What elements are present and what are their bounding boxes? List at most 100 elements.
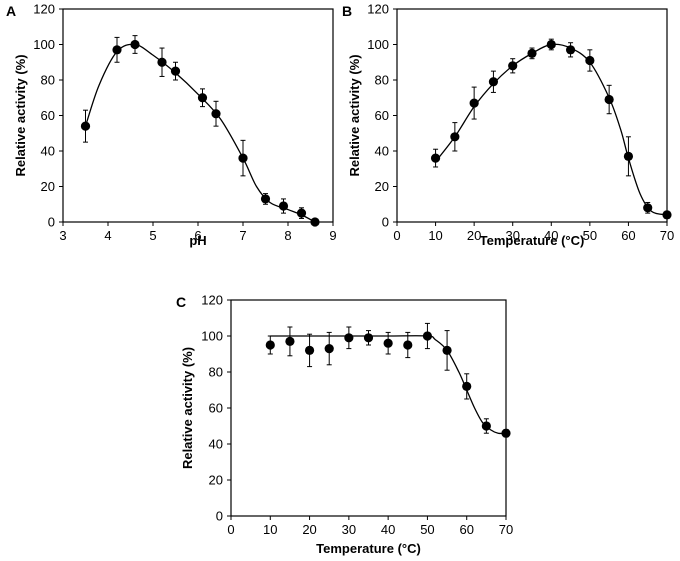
panel-b-data-point bbox=[450, 132, 460, 142]
panel-a-data-point bbox=[310, 217, 320, 227]
panel-a-y-axis-title: Relative activity (%) bbox=[13, 54, 28, 176]
panel-c-data-point bbox=[422, 331, 433, 341]
panel-a-data-point bbox=[170, 66, 181, 76]
panel-a-x-tick-label: 3 bbox=[59, 228, 66, 243]
panel-b-data-point bbox=[623, 151, 634, 161]
panel-a-plot-frame bbox=[62, 8, 334, 223]
panel-b-data-point bbox=[585, 55, 595, 66]
panel-b-x-tick-label: 40 bbox=[544, 228, 558, 243]
panel-a-data-point bbox=[296, 208, 307, 218]
panel-c-data-point bbox=[304, 345, 315, 355]
panel-b-data-point bbox=[430, 153, 441, 163]
panel-a-data-point bbox=[211, 109, 221, 119]
panel-b-data-point bbox=[469, 98, 479, 108]
panel-c-y-tick-label: 80 bbox=[209, 365, 223, 380]
panel-b-x-tick-label: 50 bbox=[583, 228, 597, 243]
panel-a-x-tick-label: 9 bbox=[329, 228, 336, 243]
panel-c-data-point bbox=[403, 340, 413, 350]
panel-a-data-point bbox=[112, 45, 122, 55]
panel-c-x-axis-title: Temperature (°C) bbox=[316, 541, 421, 556]
panel-a-y-tick-label: 100 bbox=[33, 37, 55, 52]
panel-b-fit-curve bbox=[435, 43, 668, 216]
panel-c-data-point bbox=[481, 421, 491, 431]
panel-b-data-point bbox=[643, 203, 653, 213]
panel-a-ticks: 3 4 5 6 7 8 9 0 20 40 60 80 100 120 bbox=[33, 2, 336, 244]
panel-c-y-tick-label: 20 bbox=[209, 473, 223, 488]
panel-b-x-tick-label: 30 bbox=[505, 228, 519, 243]
panel-a-marks bbox=[80, 35, 320, 227]
panel-b-x-tick-label: 20 bbox=[467, 228, 481, 243]
panel-a-y-tick-label: 120 bbox=[33, 2, 55, 17]
panel-b-y-tick-label: 0 bbox=[382, 215, 389, 230]
panel-b-y-axis-title: Relative activity (%) bbox=[347, 54, 362, 176]
panel-a-data-point bbox=[238, 153, 248, 163]
panel-c-x-tick-label: 70 bbox=[499, 522, 513, 537]
panel-c-y-tick-label: 40 bbox=[209, 437, 223, 452]
panel-c-x-tick-label: 20 bbox=[302, 522, 316, 537]
panel-a-y-tick-label: 80 bbox=[41, 73, 55, 88]
panel-b-data-point bbox=[527, 48, 537, 58]
panel-b-y-tick-label: 60 bbox=[375, 108, 389, 123]
panel-c-x-tick-label: 30 bbox=[342, 522, 356, 537]
panel-a-data-point bbox=[278, 201, 289, 211]
panel-c-data-point bbox=[363, 333, 374, 343]
panel-c-y-tick-label: 100 bbox=[201, 329, 223, 344]
panel-c-x-tick-label: 0 bbox=[227, 522, 234, 537]
panel-c-x-tick-label: 10 bbox=[263, 522, 277, 537]
panel-b-y-tick-label: 80 bbox=[375, 73, 389, 88]
panel-a-x-tick-label: 4 bbox=[104, 228, 111, 243]
panel-a-data-point bbox=[260, 194, 271, 204]
panel-a-y-tick-label: 20 bbox=[41, 179, 55, 194]
panel-b-data-point bbox=[565, 45, 576, 55]
panel-b-data-point bbox=[546, 39, 556, 50]
panel-c-x-tick-label: 50 bbox=[420, 522, 434, 537]
panel-b-data-point bbox=[508, 61, 518, 71]
panel-b-x-tick-label: 70 bbox=[660, 228, 674, 243]
panel-c-data-point bbox=[501, 428, 511, 438]
panel-c-x-tick-label: 40 bbox=[381, 522, 395, 537]
panel-c-data-point bbox=[324, 344, 334, 354]
panel-a-data-point bbox=[197, 93, 208, 103]
panel-b-y-tick-label: 100 bbox=[367, 37, 389, 52]
panel-c: C Temperature (°C) Relative activity (%)… bbox=[176, 293, 513, 557]
panel-c-y-tick-label: 60 bbox=[209, 401, 223, 416]
panel-a-x-tick-label: 6 bbox=[194, 228, 201, 243]
panel-c-data-point bbox=[344, 333, 354, 343]
panel-a-x-axis-title: pH bbox=[189, 233, 206, 248]
panel-b-ticks: 0 10 20 30 40 50 60 70 0 20 40 60 80 100 120 bbox=[367, 2, 674, 244]
panel-c-y-tick-label: 120 bbox=[201, 293, 223, 308]
panel-b-y-tick-label: 120 bbox=[367, 2, 389, 17]
panel-b: B Temperature (°C) Relative activity (%)… bbox=[342, 2, 674, 249]
panel-b-marks bbox=[430, 38, 672, 220]
panel-c-data-point bbox=[383, 338, 393, 348]
panel-b-data-point bbox=[662, 210, 672, 220]
panel-c-ticks: 0 10 20 30 40 50 60 70 0 20 40 60 80 100 120 bbox=[201, 293, 513, 538]
panel-a-fit-curve bbox=[84, 43, 316, 223]
panel-c-letter: C bbox=[176, 294, 186, 310]
panel-c-data-point bbox=[462, 381, 472, 391]
panel-a-y-tick-label: 60 bbox=[41, 108, 55, 123]
panel-b-x-tick-label: 0 bbox=[393, 228, 400, 243]
panel-c-data-point bbox=[442, 345, 452, 355]
panel-a-x-tick-label: 5 bbox=[149, 228, 156, 243]
panel-a-y-tick-label: 0 bbox=[48, 215, 55, 230]
panel-a-data-point bbox=[157, 57, 167, 67]
panel-b-data-point bbox=[488, 77, 499, 87]
panel-c-y-axis-title: Relative activity (%) bbox=[180, 347, 195, 469]
panel-b-x-axis-title: Temperature (°C) bbox=[480, 233, 585, 248]
panel-c-marks bbox=[265, 322, 511, 438]
panel-c-x-tick-label: 60 bbox=[459, 522, 473, 537]
panel-c-data-point bbox=[265, 340, 275, 350]
panel-b-x-tick-label: 60 bbox=[621, 228, 635, 243]
panel-a-data-point bbox=[80, 121, 91, 131]
panel-a: A pH Relative activity (%) 3 4 5 6 7 8 9 0 20 40 6… bbox=[6, 2, 337, 249]
panel-a-data-point bbox=[130, 39, 140, 50]
panel-b-y-tick-label: 40 bbox=[375, 144, 389, 159]
panel-b-plot-frame bbox=[396, 8, 668, 223]
panel-a-x-tick-label: 7 bbox=[239, 228, 246, 243]
panel-c-data-point bbox=[285, 336, 295, 346]
panel-a-letter: A bbox=[6, 3, 16, 19]
panel-b-y-tick-label: 20 bbox=[375, 179, 389, 194]
panel-a-y-tick-label: 40 bbox=[41, 144, 55, 159]
